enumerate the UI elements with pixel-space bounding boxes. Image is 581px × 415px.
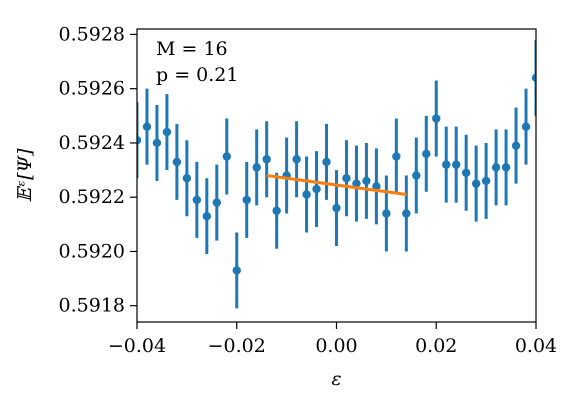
annotation-p: p = 0.21 xyxy=(156,64,238,86)
data-point xyxy=(302,190,311,199)
x-tick-label: 0.04 xyxy=(515,335,557,357)
data-point xyxy=(332,203,341,213)
data-point xyxy=(272,206,281,215)
data-point xyxy=(461,168,471,177)
x-tick-label: 0.00 xyxy=(315,335,357,357)
data-point xyxy=(292,155,301,164)
data-point xyxy=(531,73,536,83)
data-point xyxy=(471,179,481,188)
data-point xyxy=(392,152,401,161)
data-point xyxy=(192,195,202,205)
data-point xyxy=(242,195,251,205)
fit-line-series xyxy=(266,174,407,196)
data-point xyxy=(322,157,331,167)
data-point xyxy=(501,163,511,172)
errorbar-series xyxy=(137,39,536,309)
data-point xyxy=(481,176,491,186)
data-point xyxy=(342,174,351,183)
plot-area xyxy=(137,39,536,309)
y-tick-label: 0.5924 xyxy=(59,132,125,154)
data-point xyxy=(202,211,212,221)
data-point xyxy=(137,136,142,145)
data-point xyxy=(382,209,391,218)
data-point xyxy=(442,160,451,169)
data-point xyxy=(252,163,261,172)
y-axis-label: 𝔼ᵋ[Ψ] xyxy=(14,148,36,203)
x-tick-label: −0.02 xyxy=(208,335,266,357)
data-point xyxy=(521,122,531,131)
data-point xyxy=(372,182,381,191)
data-point xyxy=(212,198,221,207)
y-tick-label: 0.5922 xyxy=(59,186,125,208)
y-axis-ticks: 0.5918 0.5920 0.5922 0.5924 0.5926 0.5928 xyxy=(59,23,137,317)
y-tick-label: 0.5920 xyxy=(59,240,125,262)
data-point xyxy=(312,184,321,194)
data-point xyxy=(402,209,411,218)
data-point xyxy=(262,155,271,164)
data-point xyxy=(162,127,172,137)
y-tick-label: 0.5928 xyxy=(59,23,125,45)
data-point xyxy=(222,152,231,161)
data-point xyxy=(142,122,152,131)
data-point xyxy=(232,266,241,275)
x-axis-ticks: −0.04 −0.02 0.00 0.02 0.04 xyxy=(108,322,557,357)
annotation-m: M = 16 xyxy=(156,38,228,60)
data-point xyxy=(491,163,501,172)
fit-line xyxy=(266,174,407,196)
data-point xyxy=(422,149,431,158)
data-point xyxy=(452,160,461,169)
x-tick-label: 0.02 xyxy=(415,335,457,357)
data-point xyxy=(412,171,421,180)
data-point xyxy=(152,138,162,148)
data-point xyxy=(362,176,371,186)
y-tick-label: 0.5918 xyxy=(59,295,125,317)
y-tick-label: 0.5926 xyxy=(59,78,125,100)
data-point xyxy=(172,157,182,167)
x-axis-label: ε xyxy=(331,368,341,390)
data-point xyxy=(182,174,192,183)
data-point xyxy=(432,114,441,123)
data-point xyxy=(511,141,521,150)
data-point xyxy=(352,179,361,188)
x-tick-label: −0.04 xyxy=(108,335,166,357)
